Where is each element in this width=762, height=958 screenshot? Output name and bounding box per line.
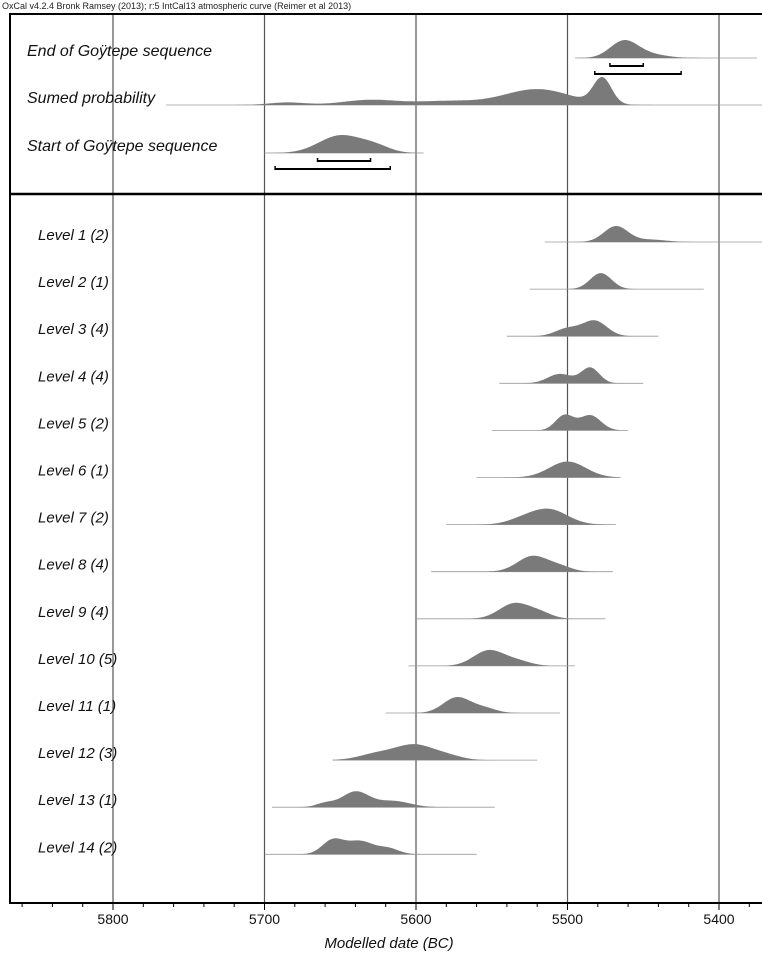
x-tick-label-5400: 5400 — [703, 911, 734, 927]
level-3-label: Level 3 (4) — [38, 321, 109, 338]
level-9-label: Level 9 (4) — [38, 604, 109, 621]
levels-panel: Level 1 (2) Level 2 (1) Level 3 (4) Level 4… — [38, 226, 762, 856]
phase-3-distribution — [264, 135, 424, 153]
level-8-row: Level 8 (4) — [38, 555, 613, 574]
level-8-label: Level 8 (4) — [38, 557, 109, 574]
level-12-row: Level 12 (3) — [38, 744, 538, 762]
phase-3-range-bracket — [316, 158, 372, 162]
level-1-label: Level 1 (2) — [38, 227, 109, 244]
phase-panel: End of Goÿtepe sequence Sumed probability… — [27, 40, 762, 170]
level-2-distribution — [529, 273, 704, 290]
phase-2-distribution — [166, 77, 762, 105]
level-10-distribution — [408, 649, 576, 666]
level-9-row: Level 9 (4) — [38, 602, 606, 621]
level-11-row: Level 11 (1) — [38, 697, 560, 715]
level-1-distribution — [544, 226, 762, 242]
level-4-distribution — [499, 367, 644, 384]
software-header: OxCal v4.2.4 Bronk Ramsey (2013); r:5 In… — [2, 1, 352, 11]
level-10-row: Level 10 (5) — [38, 649, 576, 668]
level-12-distribution — [332, 744, 538, 761]
level-6-distribution — [476, 461, 621, 478]
level-2-row: Level 2 (1) — [38, 273, 704, 291]
level-11-label: Level 11 (1) — [38, 698, 116, 715]
phase-1-range-bracket — [594, 71, 682, 75]
x-tick-label-5700: 5700 — [249, 911, 280, 927]
level-5-row: Level 5 (2) — [38, 414, 629, 432]
phase-2-label: Sumed probability — [27, 90, 156, 107]
level-13-distribution — [272, 791, 495, 808]
level-6-row: Level 6 (1) — [38, 461, 621, 480]
level-7-distribution — [446, 508, 616, 525]
x-tick-label-5800: 5800 — [97, 911, 128, 927]
level-4-label: Level 4 (4) — [38, 368, 109, 385]
level-14-label: Level 14 (2) — [38, 839, 117, 856]
x-tick-label-5600: 5600 — [400, 911, 431, 927]
phase-2-row: Sumed probability — [27, 77, 762, 107]
level-5-distribution — [491, 414, 629, 431]
phase-3-row: Start of Goÿtepe sequence — [27, 135, 424, 170]
level-8-distribution — [431, 555, 613, 572]
x-tick-label-5500: 5500 — [552, 911, 583, 927]
phase-3-range-bracket — [274, 166, 391, 170]
level-12-label: Level 12 (3) — [38, 745, 117, 762]
phase-1-row: End of Goÿtepe sequence — [27, 40, 757, 75]
phase-1-distribution — [575, 40, 757, 58]
level-2-label: Level 2 (1) — [38, 274, 109, 291]
level-3-row: Level 3 (4) — [38, 320, 659, 338]
phase-1-range-bracket — [609, 63, 644, 67]
level-14-distribution — [264, 838, 477, 855]
level-13-row: Level 13 (1) — [38, 791, 495, 809]
level-6-label: Level 6 (1) — [38, 463, 109, 480]
phase-1-label: End of Goÿtepe sequence — [27, 43, 212, 60]
level-11-distribution — [385, 697, 560, 713]
chart-frame — [9, 13, 762, 904]
x-axis-label: Modelled date (BC) — [324, 935, 453, 952]
level-1-row: Level 1 (2) — [38, 226, 762, 244]
level-9-distribution — [416, 602, 606, 619]
level-14-row: Level 14 (2) — [38, 838, 477, 856]
level-3-distribution — [506, 320, 659, 337]
phase-3-label: Start of Goÿtepe sequence — [27, 138, 217, 155]
level-4-row: Level 4 (4) — [38, 367, 644, 385]
outer-frame — [9, 13, 762, 904]
level-7-row: Level 7 (2) — [38, 508, 616, 527]
level-5-label: Level 5 (2) — [38, 415, 109, 432]
x-axis: 5800 5700 5600 5500 5400 — [21, 903, 750, 927]
level-13-label: Level 13 (1) — [38, 792, 117, 809]
level-7-label: Level 7 (2) — [38, 510, 109, 527]
level-10-label: Level 10 (5) — [38, 651, 117, 668]
